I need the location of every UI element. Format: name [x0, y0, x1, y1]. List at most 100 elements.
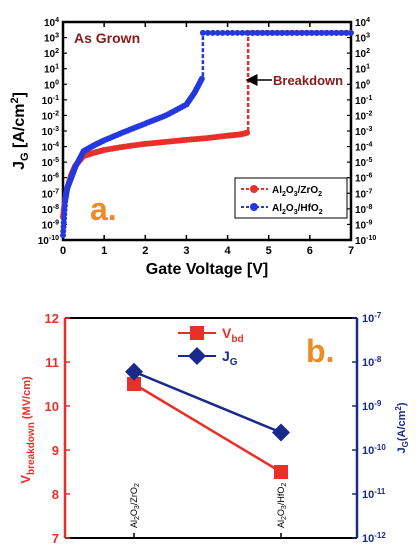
- y-tick-label-a-right: 10-1: [355, 95, 372, 107]
- chart-a-xlabel: Gate Voltage [V]: [146, 261, 268, 278]
- breakdown-callout: Breakdown: [245, 73, 343, 88]
- series-point-hfo2: [214, 29, 221, 36]
- x-tick-label-a: 5: [266, 245, 272, 257]
- series-point-hfo2: [229, 29, 236, 36]
- series-point-hfo2: [199, 29, 206, 36]
- series-point-hfo2: [264, 29, 271, 36]
- legend-label-vbd: Vbd: [222, 325, 244, 345]
- y-tick-label-b-right: 10-8: [362, 355, 382, 369]
- series-line-jg: [133, 370, 282, 434]
- y-tick-label-a: 101: [44, 64, 59, 76]
- series-point-hfo2: [288, 29, 295, 36]
- y-tick-label-b-left: 7: [52, 531, 59, 546]
- x-tick-label-a: 4: [225, 245, 232, 257]
- series-point-hfo2: [259, 29, 266, 36]
- y-tick-label-b-left: 10: [45, 399, 59, 414]
- series-point-hfo2: [61, 202, 68, 209]
- series-point-hfo2: [209, 29, 216, 36]
- y-tick-label-a-right: 10-3: [355, 126, 372, 138]
- series-point-hfo2: [348, 29, 354, 36]
- series-point-hfo2: [278, 29, 285, 36]
- legend-label-jg: JG: [222, 348, 238, 368]
- chart-b-left-ylabel: Vbreakdown (MV/cm): [18, 376, 37, 484]
- y-tick-label-a: 10-3: [42, 126, 59, 138]
- series-point-hfo2: [234, 29, 241, 36]
- y-tick-label-b-left: 8: [52, 487, 59, 502]
- series-point-hfo2: [61, 215, 68, 222]
- y-tick-label-a: 10-8: [42, 204, 59, 216]
- y-tick-label-b-right: 10-7: [362, 311, 382, 325]
- chart-b-panel-label: b.: [306, 333, 334, 369]
- data-point-vbd: [127, 377, 141, 391]
- x-tick-label-a: 6: [307, 245, 313, 257]
- series-point-hfo2: [298, 29, 305, 36]
- legend-marker-vbd: [190, 326, 204, 340]
- y-tick-label-b-right: 10-10: [362, 443, 386, 457]
- y-tick-label-a-right: 10-2: [355, 110, 372, 122]
- y-tick-label-a: 10-10: [38, 235, 59, 247]
- legend-marker-zro2: [250, 185, 258, 193]
- y-tick-label-b-left: 11: [45, 355, 59, 370]
- y-tick-label-a: 10-4: [42, 142, 59, 154]
- series-point-hfo2: [249, 29, 256, 36]
- x-tick-label-a: 2: [142, 245, 148, 257]
- series-point-hfo2: [219, 29, 226, 36]
- y-tick-label-a-right: 10-9: [355, 219, 372, 231]
- breakdown-label: Breakdown: [273, 73, 343, 88]
- y-tick-label-a: 10-6: [42, 173, 59, 185]
- legend-marker-jg: [188, 347, 206, 365]
- chart-b-legend: Vbd JG: [178, 325, 244, 368]
- y-tick-label-a-right: 10-7: [355, 188, 372, 200]
- x-tick-label-a: 3: [183, 245, 189, 257]
- series-point-hfo2: [60, 228, 67, 235]
- chart-a-legend: Al2O3/ZrO2 Al2O3/HfO2: [234, 177, 348, 219]
- chart-a-ylabel: JG [A/cm2]: [9, 92, 31, 170]
- series-point-hfo2: [60, 232, 66, 239]
- data-point-jg: [272, 423, 290, 442]
- series-point-hfo2: [318, 29, 325, 36]
- series-point-hfo2: [254, 29, 261, 36]
- y-tick-label-a-right: 10-6: [355, 173, 372, 185]
- chart-b-category-hfo2: Al2O3/HfO2: [276, 483, 288, 528]
- y-tick-label-a: 100: [44, 79, 59, 91]
- series-point-hfo2: [224, 29, 231, 36]
- y-tick-label-a-right: 101: [355, 64, 370, 76]
- y-tick-label-a: 10-1: [42, 95, 59, 107]
- series-point-hfo2: [313, 29, 320, 36]
- data-point-jg: [125, 362, 143, 381]
- series-point-hfo2: [303, 29, 310, 36]
- series-point-hfo2: [244, 29, 251, 36]
- chart-b-category-zro2: Al2O3/ZrO2: [129, 483, 141, 528]
- series-point-hfo2: [323, 29, 330, 36]
- y-tick-label-a-right: 102: [355, 48, 370, 60]
- series-point-hfo2: [293, 29, 300, 36]
- legend-marker-hfo2: [250, 203, 258, 211]
- y-tick-label-a: 10-2: [42, 110, 59, 122]
- x-tick-label-a: 0: [60, 245, 66, 257]
- y-tick-label-a: 10-9: [42, 219, 59, 231]
- y-tick-label-a-right: 10-8: [355, 204, 372, 216]
- series-point-hfo2: [198, 75, 205, 82]
- series-point-hfo2: [343, 29, 350, 36]
- series-point-hfo2: [269, 29, 276, 36]
- data-point-vbd: [274, 465, 288, 479]
- series-point-hfo2: [61, 206, 68, 213]
- y-tick-label-b-right: 10-9: [362, 399, 382, 413]
- chart-b: 7 8 9 10 11 12 10-12 10-11 10-10 10-9 10-8 10-7 Vbr…: [18, 311, 410, 546]
- y-tick-label-a: 102: [44, 48, 59, 60]
- chart-a-panel-label: a.: [90, 191, 117, 227]
- x-tick-label-a: 7: [348, 245, 354, 257]
- y-tick-label-a-right: 10-4: [355, 142, 372, 154]
- y-tick-label-b-left: 9: [52, 443, 59, 458]
- series-point-hfo2: [333, 29, 340, 36]
- y-tick-label-a-right: 10-10: [355, 235, 376, 247]
- series-point-zro2: [244, 129, 251, 136]
- y-tick-label-a-right: 104: [355, 17, 370, 29]
- series-point-hfo2: [283, 29, 290, 36]
- y-tick-label-a-right: 100: [355, 79, 370, 91]
- y-tick-label-b-left: 12: [45, 311, 59, 326]
- series-point-hfo2: [338, 29, 345, 36]
- chart-b-right-ylabel: JG(A/cm2): [394, 402, 410, 453]
